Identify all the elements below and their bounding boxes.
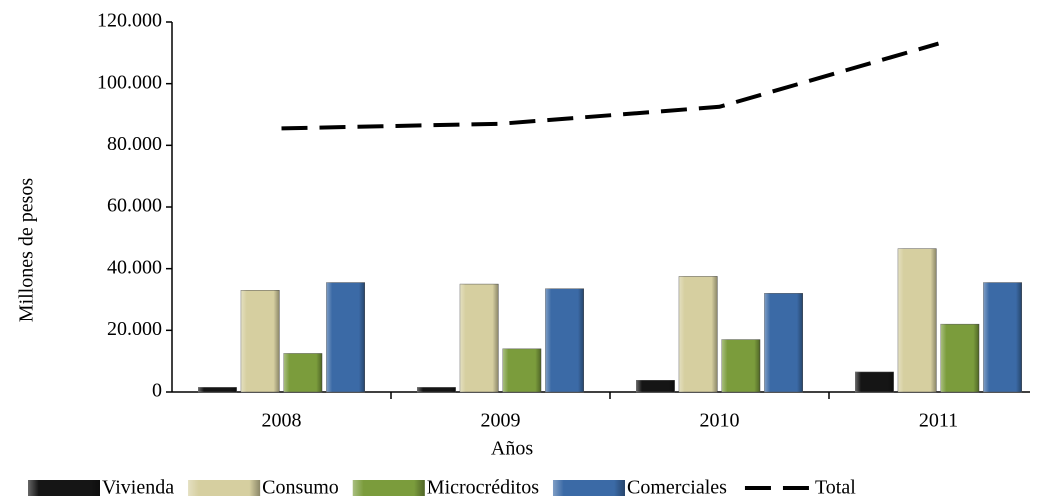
y-tick-label: 60.000 bbox=[107, 195, 162, 217]
y-tick-label: 100.000 bbox=[97, 71, 162, 93]
x-tick-label: 2010 bbox=[700, 410, 740, 432]
line bbox=[281, 41, 940, 131]
bar-shade bbox=[636, 380, 675, 392]
x-tick-label: 2011 bbox=[919, 410, 958, 432]
legend-swatch-shade bbox=[352, 480, 425, 496]
x-axis-label: Años bbox=[491, 438, 533, 460]
legend-label: Total bbox=[815, 477, 856, 497]
y-tick-label: 80.000 bbox=[107, 133, 162, 155]
bar-shade bbox=[283, 353, 323, 392]
y-tick-label: 120.000 bbox=[97, 10, 162, 32]
bar-shade bbox=[545, 288, 584, 392]
bar-shade bbox=[502, 348, 542, 392]
x-tick-label: 2009 bbox=[481, 410, 521, 432]
bar-shade bbox=[940, 324, 980, 392]
y-tick-label: 40.000 bbox=[107, 256, 162, 278]
legend-label: Vivienda bbox=[102, 477, 174, 497]
bar-shade bbox=[721, 339, 761, 392]
bar-shade bbox=[326, 282, 365, 392]
bar-shade bbox=[983, 282, 1022, 392]
legend-label: Comerciales bbox=[627, 477, 727, 497]
bar-shade bbox=[459, 284, 499, 392]
legend-label: Microcréditos bbox=[427, 477, 539, 497]
bar-shade bbox=[897, 248, 937, 392]
legend-label: Consumo bbox=[262, 477, 339, 497]
bar-shade bbox=[764, 293, 803, 392]
legend-swatch-shade bbox=[188, 480, 261, 496]
bar-shade bbox=[240, 290, 280, 392]
y-axis-label: Millones de pesos bbox=[16, 178, 38, 323]
y-tick-label: 0 bbox=[152, 380, 162, 402]
legend-swatch-shade bbox=[552, 480, 625, 496]
x-tick-label: 2008 bbox=[262, 410, 302, 432]
bar-shade bbox=[678, 276, 718, 392]
bar-shade bbox=[855, 371, 894, 392]
y-tick-label: 20.000 bbox=[107, 318, 162, 340]
bar-shade bbox=[417, 387, 456, 392]
bar-shade bbox=[198, 387, 237, 392]
legend-swatch-shade bbox=[28, 480, 100, 496]
